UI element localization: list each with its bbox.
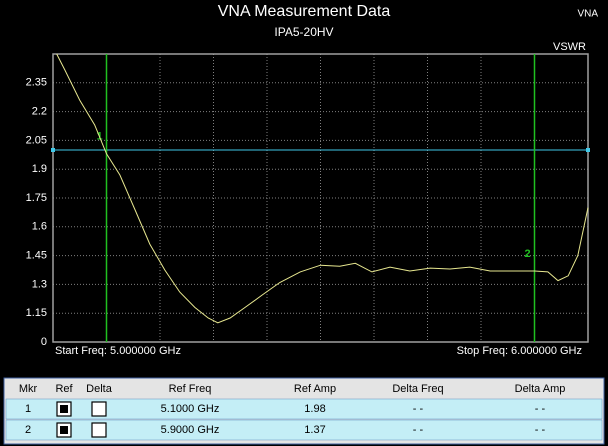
reference-end [51,148,55,152]
column-header: Delta Freq [392,383,443,395]
column-header: Ref Freq [169,383,212,395]
y-tick-label: 1.3 [32,278,47,290]
table-cell: - - [535,403,546,415]
y-tick-label: 1.75 [26,192,47,204]
y-tick-label: 1.9 [32,163,47,175]
stop-freq: Stop Freq: 6.000000 GHz [457,345,582,357]
table-cell: 1.98 [304,403,325,415]
start-freq: Start Freq: 5.000000 GHz [55,345,181,357]
table-row [5,419,603,441]
marker-label: 2 [524,248,530,260]
y-tick-label: 2.2 [32,106,47,118]
table-cell: - - [535,424,546,436]
plot-border [52,53,589,343]
marker-table: Mkr Ref Delta Ref Freq Ref Amp Delta Freq Delt… [5,383,603,441]
y-tick-label: 0 [41,336,47,348]
y-tick-label: 1.6 [32,221,47,233]
checkbox[interactable] [91,401,107,417]
checkbox[interactable] [91,422,107,438]
table-cell: 5.1000 GHz [161,403,220,415]
table-cell: 1.37 [304,424,325,436]
y-tick-label: 1.45 [26,250,47,262]
table-cell: 5.9000 GHz [161,424,220,436]
mode-label: VNA [577,9,598,20]
y-tick-label: 1.15 [26,307,47,319]
subtitle: IPA5-20HV [274,25,333,39]
reference-end [586,148,590,152]
vswr-trace [56,53,589,324]
title: VNA Measurement Data [218,3,391,20]
column-header: Mkr [19,383,38,395]
column-header: Delta [86,383,113,395]
table-cell: 2 [25,424,31,436]
column-header: Delta Amp [515,383,566,395]
y-tick-label: 2.35 [26,77,47,89]
table-cell: - - [413,403,424,415]
table-cell: - - [413,424,424,436]
table-cell: 1 [25,403,31,415]
y-tick-label: 2.05 [26,134,47,146]
table-row [5,398,603,420]
checkbox-check [60,405,68,413]
column-header: Ref Amp [294,383,336,395]
y-axis-label: VSWR [553,41,586,53]
checkbox-check [60,426,68,434]
column-header: Ref [55,383,73,395]
